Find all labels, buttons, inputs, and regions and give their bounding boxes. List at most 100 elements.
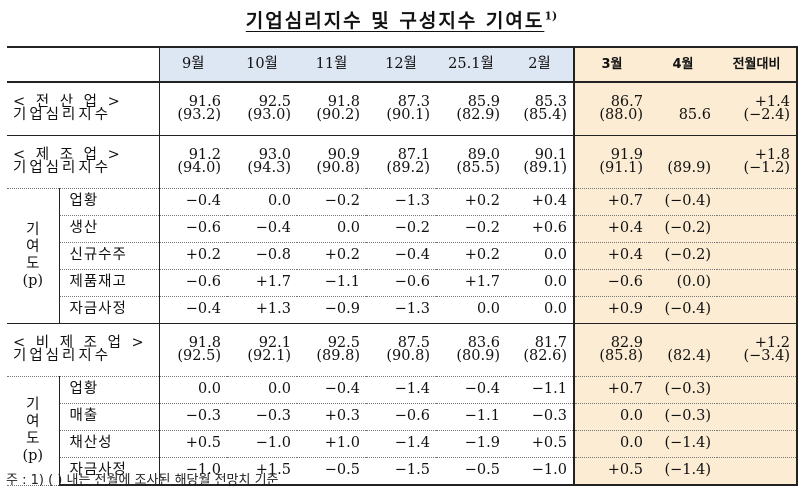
table-cell: −0.4 (159, 188, 227, 216)
table-cell: −1.4 (366, 376, 436, 404)
table-cell: (82.4) (649, 323, 717, 377)
table-cell: −0.5 (297, 457, 366, 486)
table-cell: (−0.3) (649, 403, 717, 431)
table-title-text: 기업심리지수 및 구성지수 기여도 (245, 10, 545, 32)
table-cell: +0.2 (297, 242, 366, 270)
item-label: 업황 (59, 376, 160, 404)
table-cell: +1.0 (297, 430, 366, 458)
table-cell: −0.4 (366, 242, 436, 270)
table-cell: −1.4 (366, 430, 436, 458)
table-cell: 92.5 (89.8) (297, 323, 366, 377)
item-label: 자금사정 (59, 296, 160, 324)
footnote: 주 : 1) ( ) 내는 전월에 조사된 해당월 전망치 기준 (6, 473, 279, 488)
table-cell (717, 188, 798, 216)
table-cell: +0.7 (573, 188, 649, 216)
table-cell: +0.4 (573, 215, 649, 243)
table-cell (717, 242, 798, 270)
table-cell (717, 269, 798, 297)
table-cell: (−0.2) (649, 242, 717, 270)
table-cell: −0.5 (436, 457, 506, 486)
manufacturing-contrib-row: 제품재고 −0.6 +1.7 −1.1 −0.6 +1.7 0.0 −0.6 (… (7, 269, 798, 297)
contribution-side-label: 기 여 도 (p) (7, 188, 60, 324)
table-cell: −0.6 (366, 269, 436, 297)
table-cell: 0.0 (506, 296, 574, 324)
table-cell: 0.0 (227, 188, 297, 216)
item-label: 매출 (59, 403, 160, 431)
table-cell: −0.6 (366, 403, 436, 431)
table-cell: 0.0 (436, 296, 506, 324)
header-month: 12월 (366, 46, 436, 83)
header-month: 11월 (297, 46, 366, 83)
header-month: 4월 (649, 46, 717, 83)
item-label: 제품재고 (59, 269, 160, 297)
table-cell: (0.0) (649, 269, 717, 297)
header-month: 3월 (573, 46, 649, 83)
table-cell: +0.5 (506, 430, 574, 458)
table-cell: +0.2 (159, 242, 227, 270)
table-cell: +1.4 (−2.4) (717, 81, 798, 136)
table-cell: 91.9 (91.1) (573, 135, 649, 189)
table-cell (717, 457, 798, 486)
item-label: 자금사정 (59, 457, 160, 486)
table-cell: −1.5 (366, 457, 436, 486)
header-month: 25.1월 (436, 46, 506, 83)
table-cell: 82.9 (85.8) (573, 323, 649, 377)
table-cell: −0.4 (227, 215, 297, 243)
table-cell: (−1.4) (649, 457, 717, 486)
table-cell: 0.0 (297, 215, 366, 243)
table-cell: +0.2 (436, 188, 506, 216)
table-cell: −0.3 (227, 403, 297, 431)
row-label: < 전 산 업 > 기업심리지수 (7, 81, 160, 136)
table-cell (717, 215, 798, 243)
table-cell: +1.2 (−3.4) (717, 323, 798, 377)
table-cell: +0.5 (573, 457, 649, 486)
manufacturing-contrib-row: 기 여 도 (p) 업황 −0.4 0.0 −0.2 −1.3 +0.2 +0.4 +… (7, 188, 798, 324)
table-cell: −0.6 (159, 215, 227, 243)
table-cell: −0.6 (159, 269, 227, 297)
table-cell: 93.0 (94.3) (227, 135, 297, 189)
table-cell: 91.8 (92.5) (159, 323, 227, 377)
manufacturing-contrib-row: 신규수주 +0.2 −0.8 +0.2 −0.4 +0.2 0.0 +0.4 (… (7, 242, 798, 270)
title-footnote-mark: 1) (544, 9, 558, 23)
table-cell: (−1.4) (649, 430, 717, 458)
table-cell: +1.8 (−1.2) (717, 135, 798, 189)
table-cell: 83.6 (80.9) (436, 323, 506, 377)
table-cell: +0.4 (506, 188, 574, 216)
header-month: 10월 (227, 46, 297, 83)
table-cell (717, 296, 798, 324)
table-cell (717, 430, 798, 458)
table-title: 기업심리지수 및 구성지수 기여도1) (0, 6, 803, 33)
table-cell: 0.0 (506, 269, 574, 297)
table-cell: 87.1 (89.2) (366, 135, 436, 189)
header-mom: 전월대비 (717, 46, 798, 83)
row-label: < 제 조 업 > 기업심리지수 (7, 135, 160, 189)
table-cell (717, 403, 798, 431)
table-cell: 85.3 (85.4) (506, 81, 574, 136)
table-cell: +1.7 (436, 269, 506, 297)
table-cell: 0.0 (573, 430, 649, 458)
manufacturing-contrib-row: 생산 −0.6 −0.4 0.0 −0.2 −0.2 +0.6 +0.4 (−0… (7, 215, 798, 243)
table-cell: −1.0 (227, 430, 297, 458)
table-cell: −1.1 (506, 376, 574, 404)
manufacturing-row: < 제 조 업 > 기업심리지수 91.2 (94.0) 93.0 (94.3) 90… (7, 135, 798, 189)
table-cell: −0.9 (297, 296, 366, 324)
table-cell: 92.5 (93.0) (227, 81, 297, 136)
table-cell (717, 376, 798, 404)
table-cell: −0.6 (573, 269, 649, 297)
table-cell: 87.3 (90.1) (366, 81, 436, 136)
table-cell: −0.4 (159, 296, 227, 324)
table-cell: 90.1 (89.1) (506, 135, 574, 189)
table-cell: 90.9 (90.8) (297, 135, 366, 189)
non-manufacturing-contrib-row: 채산성 +0.5 −1.0 +1.0 −1.4 −1.9 +0.5 0.0 (−… (7, 430, 798, 458)
contribution-side-label: 기 여 도 (p) (7, 376, 60, 486)
all-industry-row: < 전 산 업 > 기업심리지수 91.6 (93.2) 92.5 (93.0) 91… (7, 81, 798, 136)
table-cell: +0.9 (573, 296, 649, 324)
table-cell: 92.1 (92.1) (227, 323, 297, 377)
table-cell: 86.7 (88.0) (573, 81, 649, 136)
item-label: 생산 (59, 215, 160, 243)
non-manufacturing-row: < 비 제 조 업 > 기업심리지수 91.8 (92.5) 92.1 (92.1) … (7, 323, 798, 377)
table-cell: +1.3 (227, 296, 297, 324)
row-label: < 비 제 조 업 > 기업심리지수 (7, 323, 160, 377)
header-month: 9월 (159, 46, 227, 83)
table-cell: +0.6 (506, 215, 574, 243)
